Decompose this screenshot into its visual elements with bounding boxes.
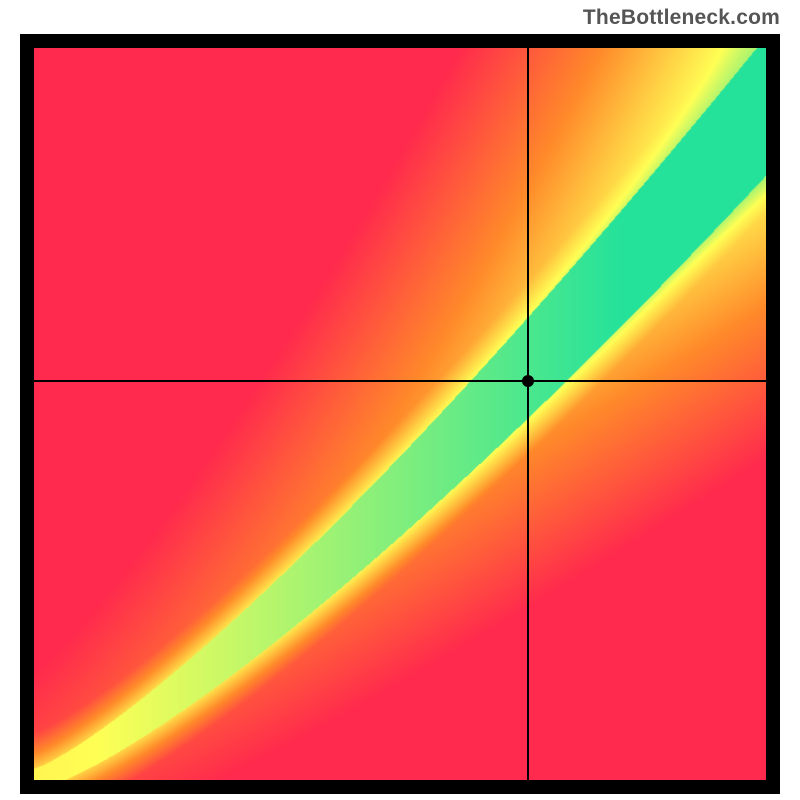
plot-frame xyxy=(20,34,780,794)
crosshair-horizontal xyxy=(34,380,766,382)
bottleneck-heatmap xyxy=(34,48,766,780)
attribution-label: TheBottleneck.com xyxy=(583,6,780,30)
crosshair-vertical xyxy=(527,48,529,780)
figure-container: TheBottleneck.com xyxy=(0,0,800,800)
operating-point-marker xyxy=(522,375,534,387)
